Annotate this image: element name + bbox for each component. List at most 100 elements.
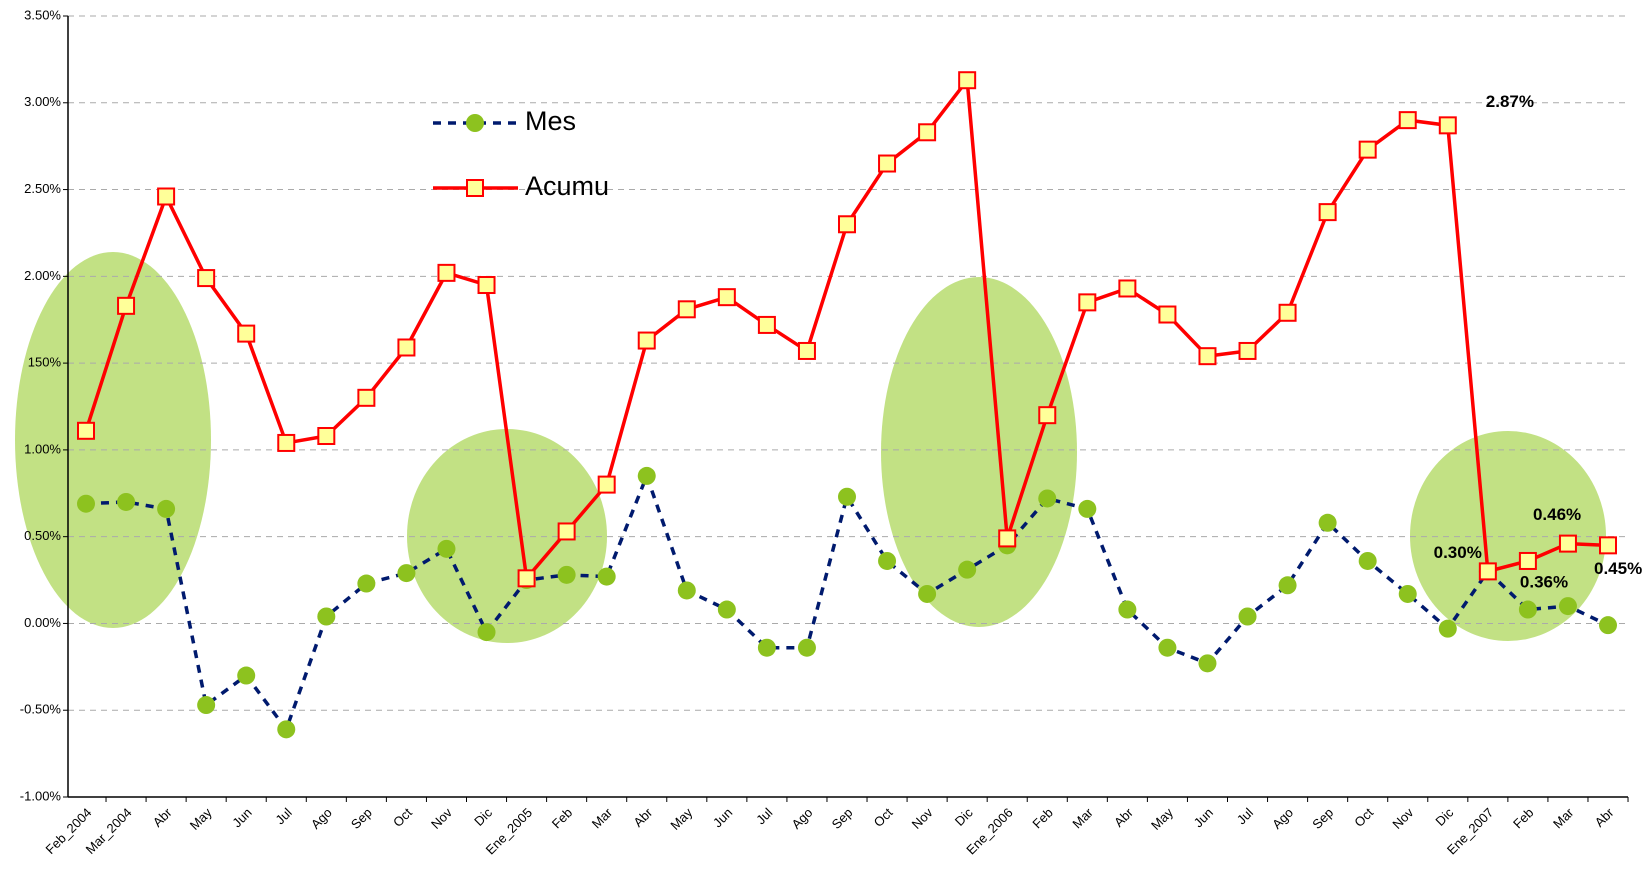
x-tick-label: Feb xyxy=(1029,805,1055,831)
x-tick-label: Feb xyxy=(549,805,575,831)
y-tick-label: -0.50% xyxy=(20,702,62,717)
point xyxy=(878,154,897,173)
point xyxy=(958,71,977,90)
x-tick-label: Dic xyxy=(471,805,495,829)
point xyxy=(157,499,176,518)
legend-marker xyxy=(466,179,484,197)
point xyxy=(1398,111,1417,130)
value-label: 0.36% xyxy=(1520,572,1568,591)
point xyxy=(958,560,977,579)
value-label: 0.45% xyxy=(1594,559,1642,578)
point xyxy=(1198,347,1217,366)
point xyxy=(1278,303,1297,322)
x-tick-label: Feb xyxy=(1510,805,1536,831)
point xyxy=(557,565,576,584)
point xyxy=(277,433,296,452)
point xyxy=(437,539,456,558)
x-tick-label: May xyxy=(187,805,215,833)
x-tick-label: Jun xyxy=(710,805,735,830)
point xyxy=(677,581,696,600)
point xyxy=(1278,576,1297,595)
x-tick-label: Sep xyxy=(829,805,856,832)
x-tick-label: Abr xyxy=(630,804,655,829)
x-tick-label: Jul xyxy=(272,805,294,827)
point xyxy=(117,296,136,315)
x-tick-label: Abr xyxy=(150,804,175,829)
point xyxy=(117,492,136,511)
x-tick-label: Mar xyxy=(1550,804,1577,831)
point xyxy=(1438,116,1457,135)
point xyxy=(1398,584,1417,603)
point xyxy=(477,623,496,642)
point xyxy=(1558,534,1577,553)
point xyxy=(1038,489,1057,508)
point xyxy=(757,638,776,657)
point xyxy=(1599,536,1617,555)
point xyxy=(1438,619,1457,638)
y-tick-label: -1.00% xyxy=(20,788,62,803)
legend-label: Acumu xyxy=(525,171,609,201)
x-tick-label: Sep xyxy=(1309,805,1336,832)
x-tick-label: Dic xyxy=(1432,805,1456,829)
point xyxy=(1158,638,1177,657)
point xyxy=(1518,600,1537,619)
x-tick-label: Nov xyxy=(428,805,455,832)
point xyxy=(1478,562,1497,581)
point xyxy=(517,569,536,588)
point xyxy=(1238,607,1257,626)
point xyxy=(477,276,496,295)
point xyxy=(838,215,856,234)
point xyxy=(1358,551,1377,570)
point xyxy=(1318,203,1337,222)
point xyxy=(797,341,816,360)
highlight xyxy=(407,429,607,643)
x-tick-label: Mar xyxy=(589,804,616,831)
point xyxy=(597,475,616,494)
y-tick-label: 2.50% xyxy=(24,181,61,196)
point xyxy=(237,324,256,343)
x-tick-label: Oct xyxy=(1351,805,1376,830)
point xyxy=(357,574,376,593)
value-label: 2.87% xyxy=(1486,92,1534,111)
series-line xyxy=(85,470,1609,733)
point xyxy=(557,522,576,541)
point xyxy=(197,269,216,288)
x-tick-label: Abr xyxy=(1111,804,1136,829)
y-tick-label: 1.00% xyxy=(24,441,61,456)
point xyxy=(1198,654,1217,673)
point xyxy=(317,607,336,626)
point xyxy=(197,696,216,715)
point xyxy=(677,300,696,319)
point xyxy=(1038,406,1057,425)
point xyxy=(838,487,856,506)
point xyxy=(1118,279,1137,298)
x-tick-label: Dic xyxy=(952,805,976,829)
point xyxy=(878,551,897,570)
y-tick-label: 3.00% xyxy=(24,94,61,109)
point xyxy=(317,427,336,446)
point xyxy=(157,187,176,206)
point xyxy=(597,567,616,586)
x-tick-label: Ago xyxy=(308,805,335,832)
point xyxy=(1558,597,1577,616)
x-tick-label: Jun xyxy=(1191,805,1216,830)
x-tick-label: Sep xyxy=(348,805,375,832)
x-tick-label: Oct xyxy=(871,805,896,830)
legend-marker xyxy=(466,114,484,132)
highlight-ellipses xyxy=(15,252,1606,643)
x-tick-label: Jul xyxy=(1234,805,1256,827)
point xyxy=(1518,551,1537,570)
point xyxy=(757,315,776,334)
y-tick-label: 0.50% xyxy=(24,528,61,543)
x-tick-label: May xyxy=(1148,805,1176,833)
x-tick-label: Ago xyxy=(789,805,816,832)
point xyxy=(918,123,937,142)
x-tick-label: Ago xyxy=(1269,805,1296,832)
point xyxy=(77,421,95,440)
point xyxy=(237,666,256,685)
x-tick-label: Oct xyxy=(390,805,415,830)
y-tick-label: 3.50% xyxy=(24,7,61,22)
point xyxy=(918,584,937,603)
legend-label: Mes xyxy=(525,106,576,136)
